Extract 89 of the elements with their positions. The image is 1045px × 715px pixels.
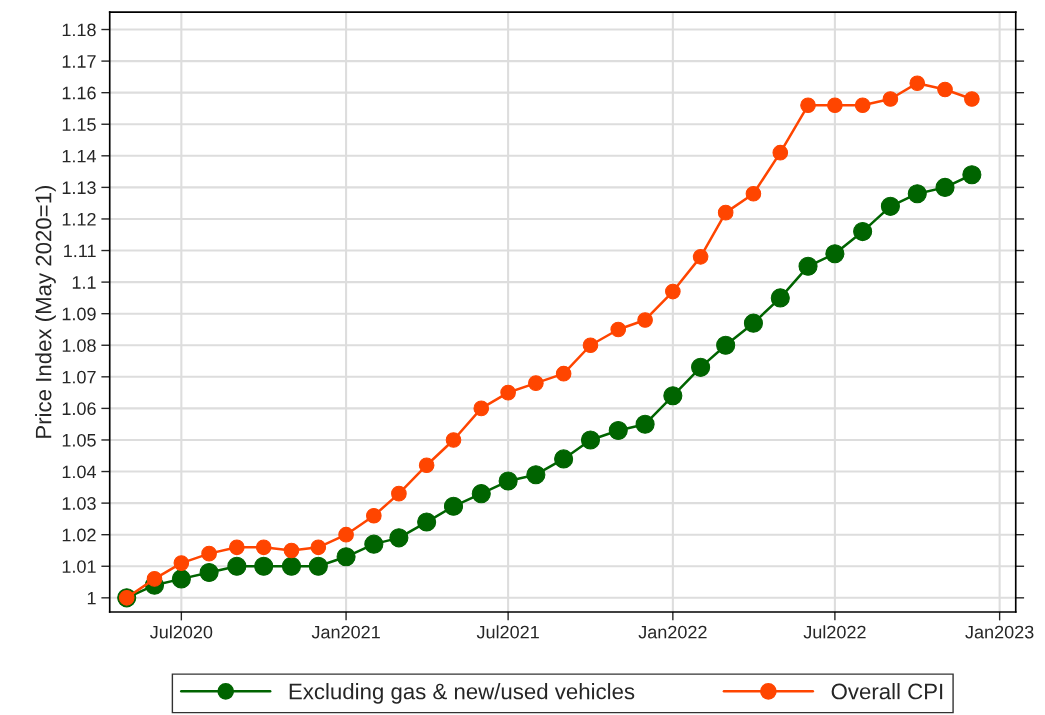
point [635,414,655,434]
x-tick-label: Jul2022 [803,625,866,639]
y-tick-label: 1.04 [62,465,97,479]
point [500,384,516,401]
point [854,97,871,114]
point [201,545,217,562]
point [146,571,163,587]
point [526,465,546,485]
point [935,177,955,197]
point [907,184,927,204]
y-tick-label: 1.1 [72,276,96,289]
point [882,91,899,107]
y-tick-label: 1.14 [62,149,97,163]
point [962,165,982,185]
y-tick-label: 1.18 [62,23,96,37]
point [417,512,437,532]
point [173,555,190,571]
point [418,457,435,474]
point [310,539,327,556]
point [555,365,572,382]
y-tick-label: 1.08 [62,339,96,352]
point [964,91,980,107]
point [199,563,219,583]
y-tick-label: 1.01 [62,560,96,573]
point [554,449,574,469]
point [610,321,627,338]
legend-label: Overall CPI [831,683,943,700]
y-tick-label: 1.05 [62,433,96,447]
point [716,335,736,355]
point [364,534,384,554]
x-tick-label: Jan2022 [638,625,707,639]
y-tick-label: 1.11 [64,244,96,258]
point [391,485,407,502]
x-tick-label: Jul2021 [476,625,539,639]
point [827,97,843,114]
point [717,204,734,221]
x-tick-label: Jan2021 [311,625,380,639]
y-tick-label: 1.09 [62,307,96,321]
y-tick-label: 1.16 [62,86,96,100]
point [528,375,544,391]
point [582,337,599,354]
point [745,185,762,202]
x-tick-label: Jul2020 [150,625,213,639]
y-tick-label: 1.02 [62,528,96,542]
point [366,507,382,524]
y-tick-label: 1 [87,591,96,605]
point [171,569,191,589]
point [473,400,490,417]
point [665,283,681,300]
point [798,256,818,276]
point [691,357,711,377]
point [853,222,873,242]
point [389,528,409,548]
point [471,484,491,504]
point [880,196,900,216]
point [227,556,247,576]
point [772,144,789,161]
y-tick-label: 1.12 [62,212,96,226]
point [608,420,628,441]
point [909,75,926,92]
point [580,430,601,450]
point [692,249,709,265]
y-tick-label: 1.03 [62,497,96,510]
point [937,81,953,98]
point [255,539,272,556]
y-tick-label: 1.15 [62,118,96,131]
point [498,471,518,491]
point [637,312,653,328]
point [800,97,816,114]
y-tick-label: 1.17 [62,55,96,68]
point [308,556,328,576]
point [663,386,683,406]
y-tick-label: 1.06 [62,402,96,416]
y-tick-label: 1.13 [62,181,96,195]
point [336,547,356,567]
y-tick-label: 1.07 [62,370,96,384]
point [338,526,354,543]
point [229,539,245,556]
point [445,432,462,448]
y-axis-title: Price Index (May 2020=1) [35,185,56,438]
point [743,313,763,333]
legend-label: Excluding gas & new/used vehicles [289,683,635,704]
point [825,244,845,264]
point [254,556,274,576]
x-tick-label: Jan2023 [965,625,1034,639]
point [281,556,302,576]
point [770,288,790,308]
point [443,496,464,516]
point [283,542,300,559]
